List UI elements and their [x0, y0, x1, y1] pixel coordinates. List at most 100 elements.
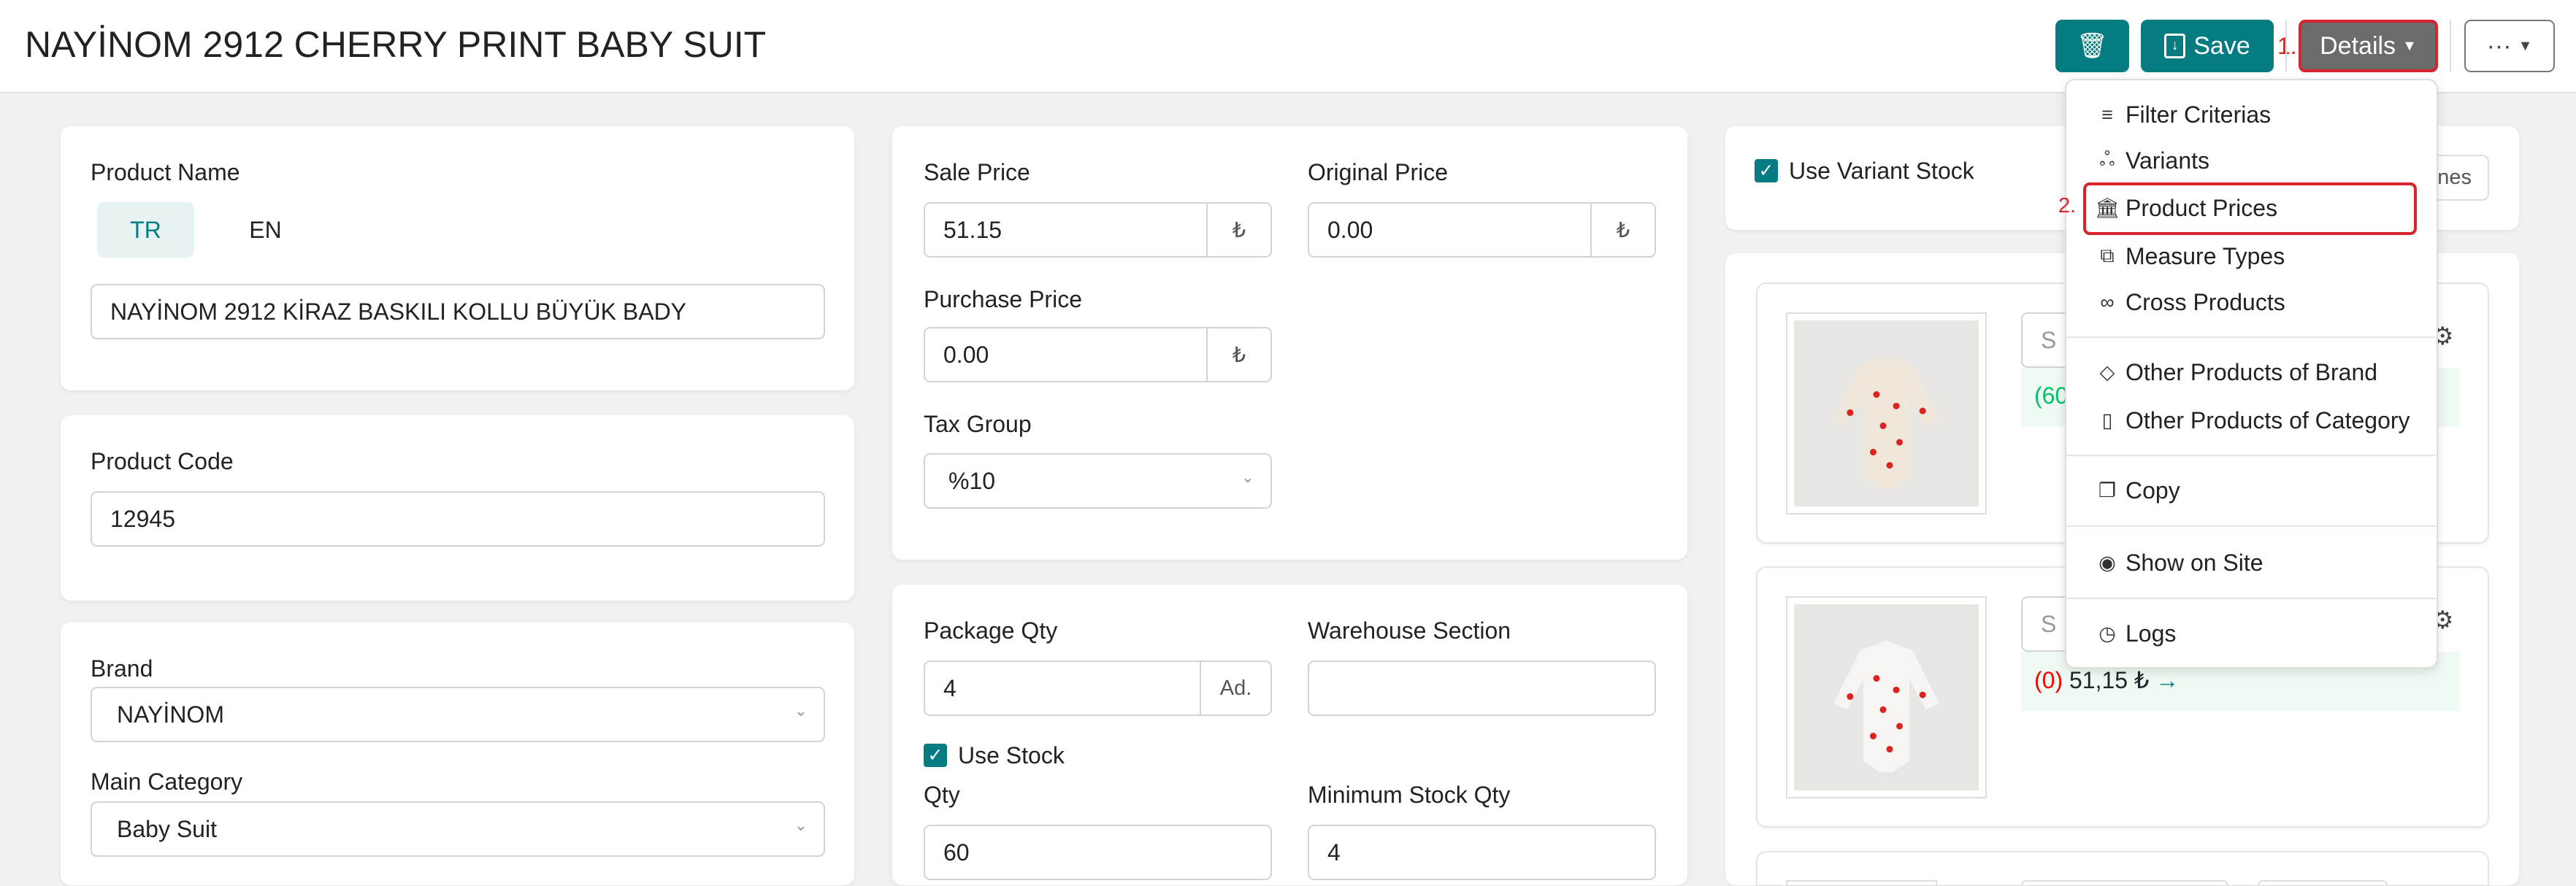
- menu-item-label: Copy: [2125, 477, 2180, 504]
- menu-item-label: Show on Site: [2125, 549, 2263, 576]
- warehouse-section-input[interactable]: [1308, 660, 1656, 716]
- tax-group-select[interactable]: %10 ⌄: [924, 453, 1272, 509]
- package-qty-input[interactable]: 4 Ad.: [924, 660, 1272, 716]
- product-name-card: [61, 126, 854, 390]
- main-category-label: Main Category: [91, 768, 243, 795]
- package-qty-value: 4: [943, 674, 957, 701]
- save-label: Save: [2193, 31, 2250, 60]
- currency-addon: ₺: [1206, 204, 1270, 256]
- package-qty-label: Package Qty: [924, 617, 1058, 644]
- details-dropdown-button[interactable]: Details ▼: [2299, 20, 2438, 72]
- currency-addon: ₺: [1206, 328, 1270, 381]
- main-category-select[interactable]: Baby Suit ⌄: [91, 801, 825, 857]
- product-name-label: Product Name: [91, 159, 240, 185]
- menu-item-label: Product Prices: [2125, 194, 2278, 221]
- variant-stock-count: (60: [2034, 382, 2069, 409]
- menu-item-filter-criterias[interactable]: ≡ Filter Criterias: [2066, 93, 2436, 136]
- variant-lines-label: nes: [2437, 166, 2472, 189]
- sale-price-value: 51.15: [943, 216, 1003, 243]
- sale-price-input[interactable]: 51.15 ₺: [924, 202, 1272, 258]
- menu-item-label: Cross Products: [2125, 288, 2285, 315]
- save-icon: ↓: [2164, 34, 2186, 58]
- sale-price-label: Sale Price: [924, 159, 1030, 185]
- menu-divider: [2066, 336, 2436, 338]
- details-dropdown-menu: ≡ Filter Criterias ஃ Variants 🏛 Product Pri…: [2065, 79, 2438, 669]
- chevron-down-icon: ⌄: [794, 701, 808, 720]
- use-variant-stock-checkbox[interactable]: ✓: [1755, 159, 1778, 182]
- variant-input[interactable]: [2258, 880, 2388, 885]
- chevron-down-icon: ⌄: [1241, 468, 1254, 486]
- menu-item-variants[interactable]: ஃ Variants: [2066, 139, 2436, 182]
- caret-down-icon: ▼: [2402, 37, 2417, 54]
- variant-stock-count: (0): [2034, 667, 2063, 693]
- menu-item-label: Other Products of Category: [2125, 407, 2410, 434]
- brand-select[interactable]: NAYİNOM ⌄: [91, 687, 825, 742]
- product-code-input[interactable]: 12945: [91, 491, 825, 547]
- main-category-value: Baby Suit: [117, 815, 217, 842]
- menu-item-label: Measure Types: [2125, 242, 2285, 269]
- menu-item-other-products-of-category[interactable]: ▯ Other Products of Category: [2066, 399, 2436, 442]
- eye-icon: ◉: [2098, 551, 2116, 574]
- product-code-label: Product Code: [91, 448, 234, 474]
- divider: [2285, 20, 2287, 72]
- currency-addon: ₺: [1590, 204, 1655, 256]
- tab-en[interactable]: EN: [249, 216, 282, 243]
- menu-item-logs[interactable]: ◷ Logs: [2066, 612, 2436, 655]
- original-price-input[interactable]: 0.00 ₺: [1308, 202, 1656, 258]
- arrow-right-icon[interactable]: →: [2155, 667, 2180, 693]
- original-price-value: 0.00: [1327, 216, 1373, 243]
- details-label: Details: [2320, 31, 2396, 60]
- chevron-down-icon: ⌄: [794, 816, 808, 834]
- menu-divider: [2066, 525, 2436, 527]
- trash-icon: 🗑: [2076, 32, 2109, 60]
- filter-icon: ≡: [2101, 103, 2113, 126]
- highlight-box: [2083, 182, 2417, 235]
- tax-group-value: %10: [948, 467, 996, 494]
- tax-group-label: Tax Group: [924, 411, 1032, 437]
- brand-value: NAYİNOM: [117, 701, 224, 728]
- tab-tr[interactable]: TR: [97, 202, 194, 258]
- step-2-marker: 2.: [2058, 194, 2077, 217]
- menu-item-label: Filter Criterias: [2125, 101, 2272, 128]
- baby-suit-image: [1833, 640, 1939, 773]
- unit-addon: Ad.: [1200, 662, 1270, 714]
- menu-item-cross-products[interactable]: ∞ Cross Products: [2066, 281, 2436, 323]
- step-1-marker: 1.: [2277, 33, 2297, 59]
- link-icon: ∞: [2100, 290, 2115, 313]
- more-actions-button[interactable]: ··· ▼: [2464, 20, 2555, 72]
- bookmark-icon: ▯: [2101, 409, 2113, 431]
- variants-icon: ஃ: [2099, 147, 2115, 170]
- page-title: NAYİNOM 2912 CHERRY PRINT BABY SUIT: [25, 24, 767, 65]
- purchase-price-value: 0.00: [943, 341, 989, 368]
- caret-down-icon: ▼: [2518, 37, 2533, 54]
- more-label: ···: [2486, 31, 2512, 60]
- menu-item-measure-types[interactable]: ⧉ Measure Types: [2066, 235, 2436, 277]
- menu-item-show-on-site[interactable]: ◉ Show on Site: [2066, 542, 2436, 584]
- purchase-price-input[interactable]: 0.00 ₺: [924, 327, 1272, 382]
- menu-item-copy[interactable]: ❐ Copy: [2066, 469, 2436, 512]
- variant-image: [1786, 312, 1987, 515]
- menu-item-label: Variants: [2125, 147, 2210, 174]
- warehouse-section-label: Warehouse Section: [1308, 617, 1511, 644]
- menu-item-other-products-of-brand[interactable]: ◇ Other Products of Brand: [2066, 351, 2436, 393]
- use-stock-checkbox[interactable]: ✓: [924, 744, 947, 767]
- save-button[interactable]: ↓ Save: [2141, 20, 2274, 72]
- brand-label: Brand: [91, 655, 153, 682]
- qty-input[interactable]: 60: [924, 825, 1272, 880]
- qty-label: Qty: [924, 782, 960, 808]
- variant-image: [1786, 596, 1987, 798]
- product-name-input[interactable]: NAYİNOM 2912 KİRAZ BASKILI KOLLU BÜYÜK B…: [91, 284, 825, 339]
- original-price-label: Original Price: [1308, 159, 1449, 185]
- use-stock-label: Use Stock: [958, 742, 1065, 768]
- variant-price: 51,15 ₺: [2069, 667, 2150, 693]
- tag-icon: ◇: [2099, 361, 2115, 383]
- variant-input[interactable]: [2021, 880, 2228, 885]
- clock-icon: ◷: [2098, 622, 2116, 644]
- boxes-icon: ⧉: [2100, 244, 2115, 266]
- menu-divider: [2066, 598, 2436, 599]
- minimum-stock-qty-input[interactable]: 4: [1308, 825, 1656, 880]
- menu-item-product-prices[interactable]: 🏛 Product Prices: [2066, 187, 2436, 229]
- menu-item-label: Logs: [2125, 620, 2177, 647]
- copy-icon: ❐: [2098, 479, 2117, 501]
- delete-button[interactable]: 🗑: [2055, 20, 2129, 72]
